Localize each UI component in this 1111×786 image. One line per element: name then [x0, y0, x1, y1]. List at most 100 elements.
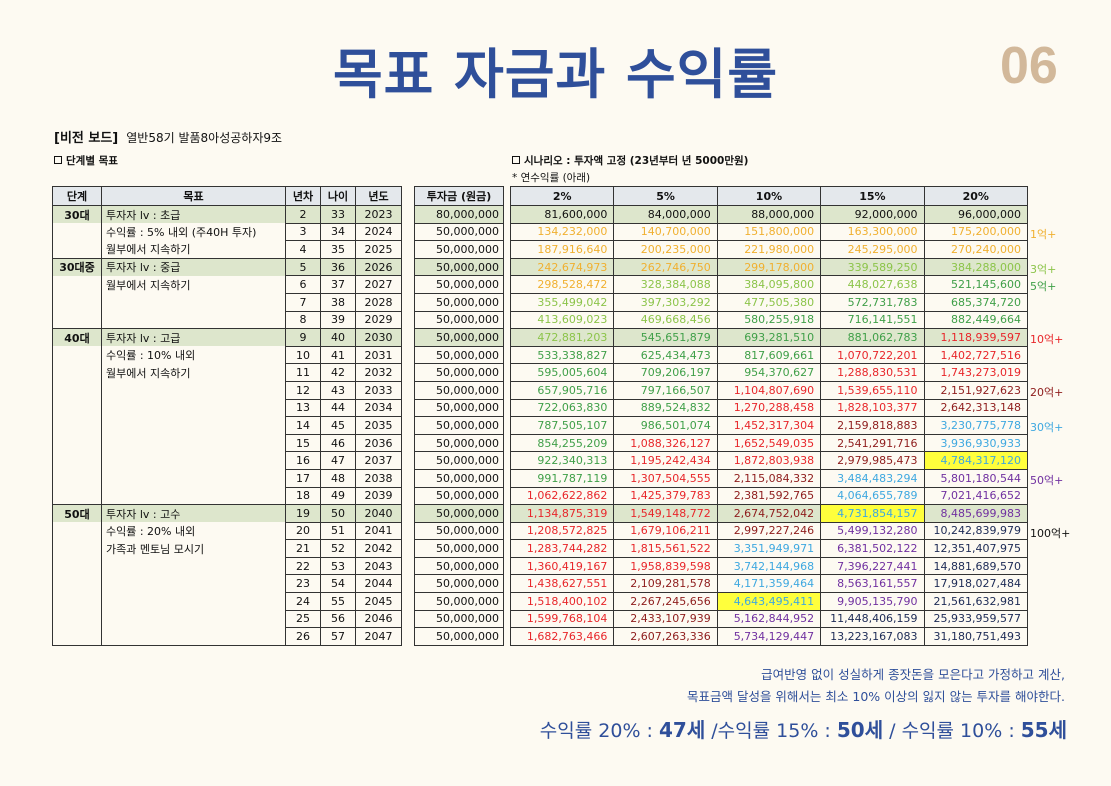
table-row: 50,000,000: [414, 627, 504, 646]
footer-summary: 수익률 20% : 47세 /수익률 15% : 50세 / 수익률 10% :…: [540, 714, 1067, 743]
age-cell: 34: [320, 222, 356, 242]
year-cell: 2046: [355, 609, 402, 629]
value-cell: 716,141,551: [820, 310, 925, 330]
table-row: 수익률 : 20% 내외 20 51 2041: [52, 521, 402, 541]
age-cell: 37: [320, 275, 356, 294]
table-row: 242,674,973 262,746,750 299,178,000 339,589…: [509, 257, 1029, 277]
table-row: 13 44 2034: [52, 398, 402, 418]
goal-cell: 투자자 lv : 고수: [101, 504, 286, 523]
summary-pre: / 수익률 10% :: [883, 720, 1021, 742]
value-cell: 221,980,000: [716, 240, 822, 259]
invest-cell: 50,000,000: [414, 257, 504, 277]
value-cell: 270,240,000: [923, 240, 1029, 259]
age-cell: 45: [320, 416, 356, 435]
value-cell: 1,872,803,938: [716, 451, 822, 470]
value-cell: 7,021,416,652: [923, 486, 1029, 506]
stage-cell: [52, 275, 102, 294]
year-no-cell: 5: [285, 257, 321, 277]
section-scenario-label: 시나리오 : 투자액 고정 (23년부터 년 5000만원): [524, 155, 749, 167]
value-cell: 625,434,473: [613, 345, 718, 365]
year-cell: 2023: [355, 205, 402, 224]
table-row: 24 55 2045: [52, 592, 402, 611]
value-cell: 657,905,716: [509, 380, 615, 400]
table-row: 50,000,000: [414, 328, 504, 347]
goal-cell: [101, 592, 286, 611]
section-goals: 단계별 목표: [54, 153, 118, 168]
table-row: 50대 투자자 lv : 고수 19 50 2040: [52, 504, 402, 523]
value-cell: 889,524,832: [613, 398, 718, 418]
checkbox-square-icon: [512, 156, 520, 164]
goal-cell: 수익률 : 10% 내외: [101, 346, 286, 364]
goal-cell: 수익률 : 20% 내외: [101, 522, 286, 540]
value-cell: 175,200,000: [923, 222, 1029, 242]
value-cell: 8,563,161,557: [820, 574, 925, 594]
table-row: 8 39 2029: [52, 310, 402, 330]
value-cell: 328,384,088: [613, 275, 718, 294]
table-row: 50,000,000: [414, 292, 504, 312]
age-cell: 56: [320, 609, 356, 629]
value-cell: 9,905,135,790: [820, 592, 925, 611]
section-scenario: 시나리오 : 투자액 고정 (23년부터 년 5000만원): [512, 153, 748, 168]
value-cell: 10,242,839,979: [923, 521, 1029, 541]
goal-cell: [101, 574, 286, 593]
table-row: 722,063,830 889,524,832 1,270,288,458 1,828…: [509, 398, 1029, 418]
age-cell: 50: [320, 504, 356, 523]
value-cell: 1,682,763,466: [509, 627, 615, 646]
header-rate-15: 15%: [820, 186, 925, 206]
year-no-cell: 7: [285, 292, 321, 312]
value-cell: 2,433,107,939: [613, 609, 718, 629]
value-cell: 572,731,783: [820, 292, 925, 312]
header-rate-20: 20%: [923, 186, 1029, 206]
table-row: 월부에서 지속하기 4 35 2025: [52, 240, 402, 259]
invest-cell: 50,000,000: [414, 627, 504, 646]
table-row: 수익률 : 10% 내외 10 41 2031: [52, 345, 402, 365]
stage-cell: [52, 469, 102, 487]
table-row: 50,000,000: [414, 521, 504, 541]
value-cell: 1,815,561,522: [613, 539, 718, 558]
value-cell: 21,561,632,981: [923, 592, 1029, 611]
value-cell: 693,281,510: [716, 328, 822, 347]
table-row: 80,000,000: [414, 205, 504, 224]
checkbox-square-icon: [54, 156, 62, 164]
value-cell: 2,151,927,623: [923, 380, 1029, 400]
goals-table: 단계 목표 년차 나이 년도 30대 투자자 lv : 초급 2 33 2023 수익률 …: [52, 186, 402, 646]
goal-cell: 투자자 lv : 초급: [101, 205, 286, 224]
value-cell: 17,918,027,484: [923, 574, 1029, 594]
year-cell: 2029: [355, 310, 402, 330]
value-cell: 187,916,640: [509, 240, 615, 259]
summary-pre: 수익률 20% :: [539, 720, 659, 742]
value-cell: 140,700,000: [613, 222, 718, 242]
value-cell: 245,295,000: [820, 240, 925, 259]
year-cell: 2040: [355, 504, 402, 523]
year-no-cell: 17: [285, 468, 321, 488]
value-cell: 2,267,245,656: [613, 592, 718, 611]
stage-cell: [52, 434, 102, 452]
value-cell: 2,607,263,336: [613, 627, 718, 646]
value-cell: 1,070,722,201: [820, 345, 925, 365]
value-cell: 13,223,167,083: [820, 627, 925, 646]
table-row: 81,600,000 84,000,000 88,000,000 92,000,000…: [509, 205, 1029, 224]
value-cell: 1,549,148,772: [613, 504, 718, 523]
value-cell: 1,288,830,531: [820, 363, 925, 382]
table-row: 134,232,000 140,700,000 151,800,000 163,300…: [509, 222, 1029, 242]
age-cell: 55: [320, 592, 356, 611]
value-cell: 299,178,000: [716, 257, 822, 277]
value-cell: 1,958,839,598: [613, 556, 718, 576]
header-goal: 목표: [101, 186, 286, 206]
year-no-cell: 20: [285, 521, 321, 541]
value-cell: 685,374,720: [923, 292, 1029, 312]
stage-cell: [52, 487, 102, 505]
goal-cell: [101, 469, 286, 487]
milestone-label: 5억+: [1030, 280, 1057, 294]
value-cell: 6,381,502,122: [820, 539, 925, 558]
header-invest: 투자금 (원금): [414, 186, 504, 206]
table-row: 50,000,000: [414, 609, 504, 629]
value-cell: 1,518,400,102: [509, 592, 615, 611]
invest-cell: 50,000,000: [414, 328, 504, 347]
value-cell: 1,360,419,167: [509, 556, 615, 576]
year-no-cell: 4: [285, 240, 321, 259]
value-cell: 1,452,317,304: [716, 416, 822, 435]
invest-cell: 50,000,000: [414, 433, 504, 453]
table-row: 1,438,627,551 2,109,281,578 4,171,359,464 8…: [509, 574, 1029, 594]
value-cell: 384,288,000: [923, 257, 1029, 277]
